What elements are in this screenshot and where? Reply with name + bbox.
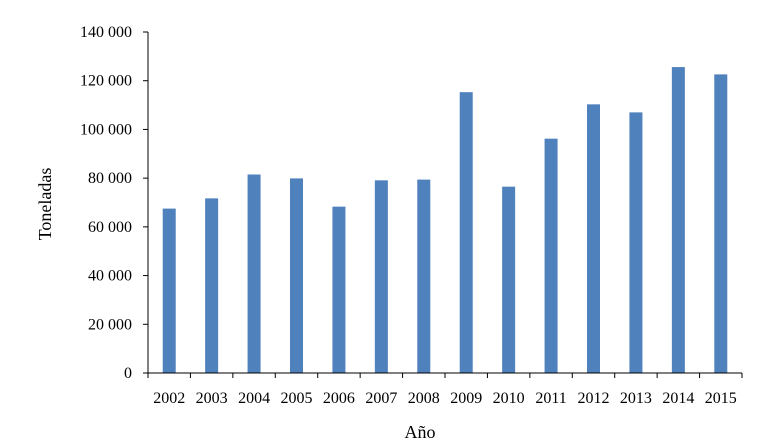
x-tick-label: 2004 xyxy=(238,390,270,407)
x-axis-title: Año xyxy=(405,422,436,442)
bar-2007 xyxy=(374,180,388,373)
x-tick-label: 2007 xyxy=(365,390,397,407)
y-tick-label: 140 000 xyxy=(80,24,132,41)
bar-2010 xyxy=(502,186,516,373)
y-tick-label: 80 000 xyxy=(88,170,132,187)
x-tick-labels: 2002 2003 2004 2005 2006 2007 2008 2009 2010 2011… xyxy=(153,390,737,407)
bars-layer xyxy=(162,67,728,373)
y-tick-label: 20 000 xyxy=(88,316,132,333)
bar-2015 xyxy=(714,74,728,373)
bar-2005 xyxy=(290,178,303,373)
bar-2003 xyxy=(205,198,219,373)
x-tick-label: 2008 xyxy=(408,390,440,407)
bar-2011 xyxy=(544,138,558,373)
bar-2008 xyxy=(417,179,431,373)
bar-2006 xyxy=(332,206,346,373)
y-tick-label: 0 xyxy=(124,365,132,382)
x-tick-label: 2009 xyxy=(450,390,482,407)
x-tick-label: 2013 xyxy=(620,390,652,407)
x-tick-label: 2006 xyxy=(323,390,355,407)
bar-2004 xyxy=(247,174,261,373)
bar-2002 xyxy=(162,208,176,373)
bar-2014 xyxy=(671,67,685,373)
x-tick-label: 2005 xyxy=(281,390,313,407)
x-tick-label: 2014 xyxy=(662,390,694,407)
x-tick-label: 2015 xyxy=(705,390,737,407)
y-tick-label: 40 000 xyxy=(88,268,132,285)
x-tick-label: 2011 xyxy=(535,390,566,407)
y-tick-label: 120 000 xyxy=(80,73,132,90)
bar-2009 xyxy=(459,92,473,373)
y-tick-label: 100 000 xyxy=(80,121,132,138)
x-tick-label: 2002 xyxy=(153,390,185,407)
y-tick-labels: 0 20 000 40 000 60 000 80 000 100 000 120 000 1… xyxy=(80,24,132,382)
axes-layer xyxy=(143,31,743,378)
bar-2012 xyxy=(587,104,600,373)
y-axis-title: Toneladas xyxy=(35,168,55,241)
y-tick-label: 60 000 xyxy=(88,219,132,236)
x-tick-label: 2010 xyxy=(493,390,525,407)
bar-2013 xyxy=(629,112,643,373)
x-tick-label: 2003 xyxy=(196,390,228,407)
x-tick-label: 2012 xyxy=(578,390,610,407)
